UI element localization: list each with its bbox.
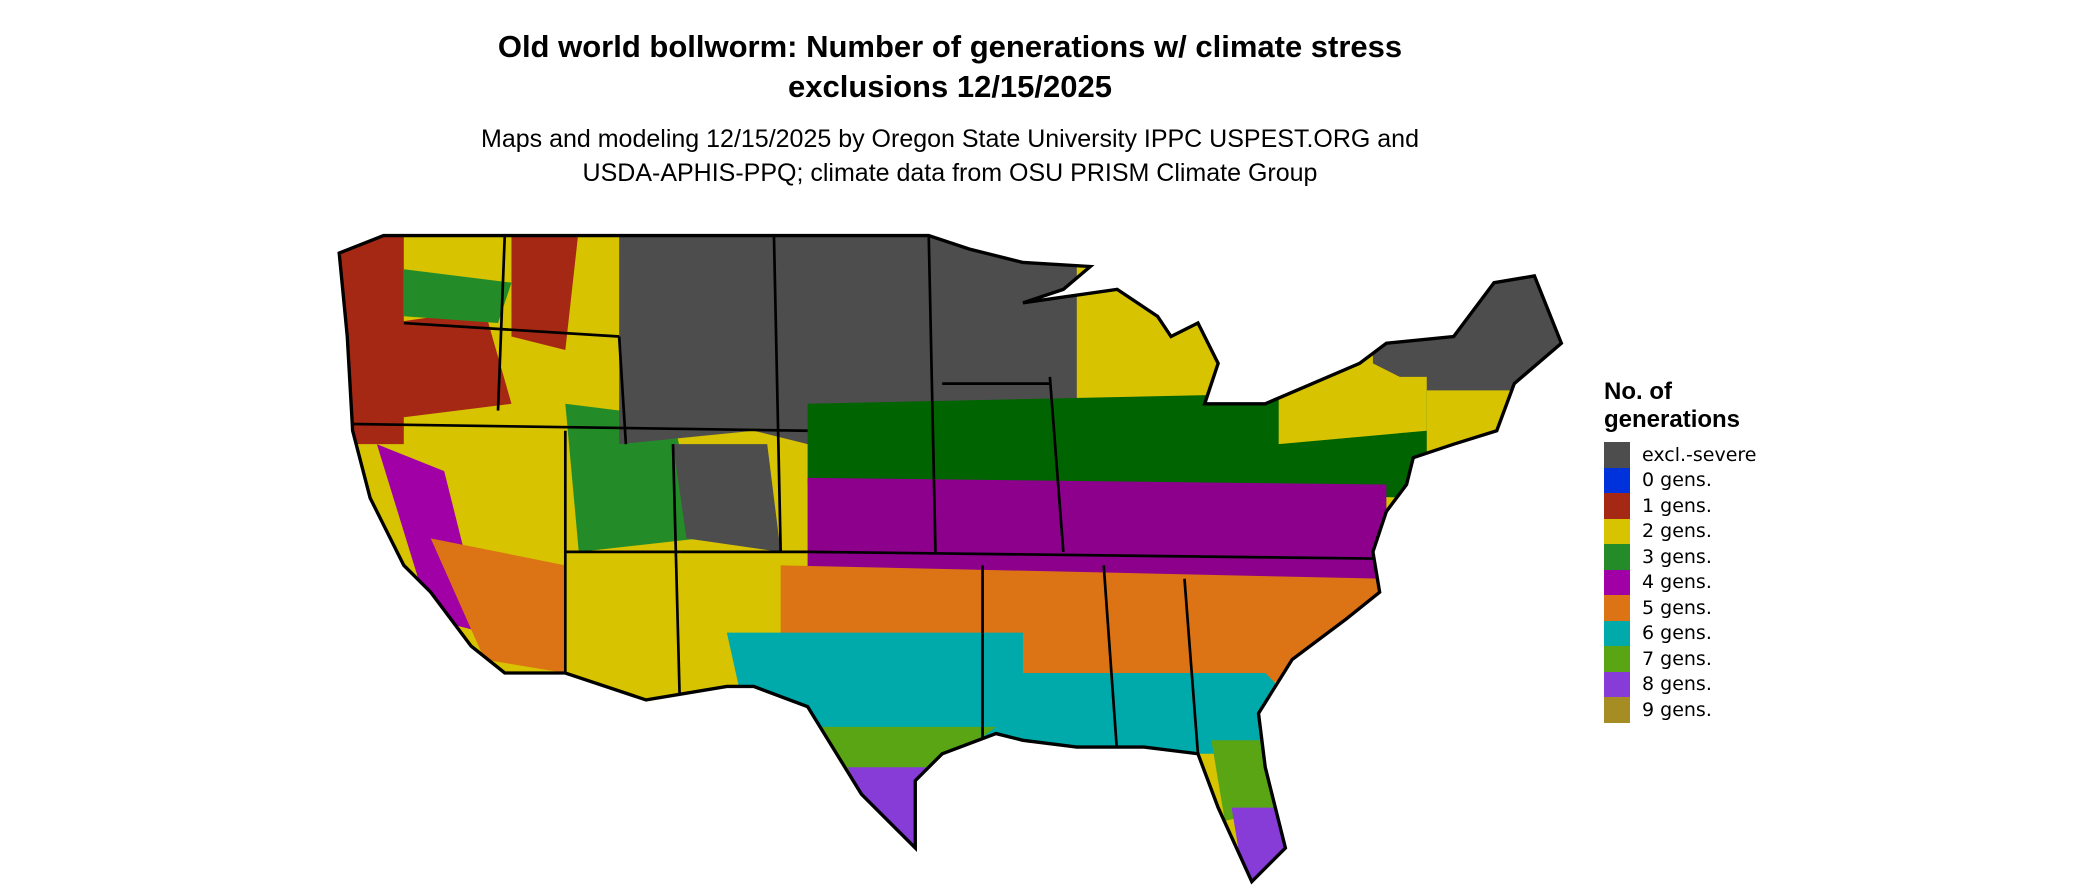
legend-item: 6 gens. [1604, 620, 1757, 646]
legend-label: 0 gens. [1642, 469, 1712, 492]
region-8-gens-texas [847, 767, 929, 862]
legend-label: 3 gens. [1642, 545, 1712, 568]
legend-swatch [1604, 671, 1630, 697]
map-subtitle-line2: USDA-APHIS-PPQ; climate data from OSU PR… [582, 159, 1318, 187]
legend-swatch [1604, 569, 1630, 595]
legend-swatch [1604, 544, 1630, 570]
legend-swatch [1604, 646, 1630, 672]
region-5-gens-west [430, 538, 566, 673]
legend-swatch [1604, 493, 1630, 519]
legend-label: excl.-severe [1642, 443, 1757, 466]
legend-swatch [1604, 518, 1630, 544]
map-title-line2: exclusions 12/15/2025 [787, 69, 1112, 104]
legend-title-line2: generations [1604, 406, 1741, 433]
region-excluded-plains [619, 235, 1077, 445]
region-excluded-northeast [1372, 255, 1562, 391]
legend-label: 6 gens. [1642, 622, 1712, 645]
legend-swatch [1604, 595, 1630, 621]
region-7-gens-florida [1211, 740, 1279, 822]
region-3-gens-utah [565, 403, 700, 552]
legend-swatch [1604, 620, 1630, 646]
region-3-gens-midwest [807, 390, 1427, 499]
legend-item: 1 gens. [1604, 493, 1757, 519]
legend-item: 0 gens. [1604, 467, 1757, 493]
legend-label: 4 gens. [1642, 571, 1712, 594]
legend-label: 9 gens. [1642, 698, 1712, 721]
legend-title-line1: No. of [1604, 378, 1672, 405]
legend-label: 8 gens. [1642, 673, 1712, 696]
legend-label: 5 gens. [1642, 596, 1712, 619]
map-title-line1: Old world bollworm: Number of generation… [497, 29, 1403, 64]
legend-label: 2 gens. [1642, 520, 1712, 543]
legend-items: excl.-severe 0 gens. 1 gens. 2 gens. 3 gens.… [1604, 442, 1757, 723]
region-3-gens-north [403, 269, 512, 324]
state-borders [352, 235, 1373, 754]
legend: No. of generations excl.-severe 0 gens. 1 … [1604, 378, 1757, 723]
legend-label: 7 gens. [1642, 647, 1712, 670]
region-6-gens-gulf [726, 632, 1293, 754]
region-1-gens-idaho [511, 235, 579, 350]
legend-swatch [1604, 697, 1630, 723]
legend-item: 5 gens. [1604, 595, 1757, 621]
region-excluded-colorado [673, 444, 781, 552]
legend-title: No. of generations [1604, 378, 1757, 434]
legend-item: 4 gens. [1604, 569, 1757, 595]
legend-item: 7 gens. [1604, 646, 1757, 672]
legend-item: 9 gens. [1604, 697, 1757, 723]
region-1-gens-oregon [390, 309, 512, 418]
legend-swatch [1604, 442, 1630, 468]
map-subtitle-line1: Maps and modeling 12/15/2025 by Oregon S… [481, 125, 1419, 153]
legend-label: 1 gens. [1642, 494, 1712, 517]
legend-item: 8 gens. [1604, 671, 1757, 697]
region-4-gens-central [807, 477, 1387, 593]
legend-item: excl.-severe [1604, 442, 1757, 468]
legend-item: 2 gens. [1604, 518, 1757, 544]
region-1-gens-coast [339, 235, 404, 445]
region-2-gens-ny [1278, 376, 1427, 445]
legend-item: 3 gens. [1604, 544, 1757, 570]
legend-swatch [1604, 467, 1630, 493]
